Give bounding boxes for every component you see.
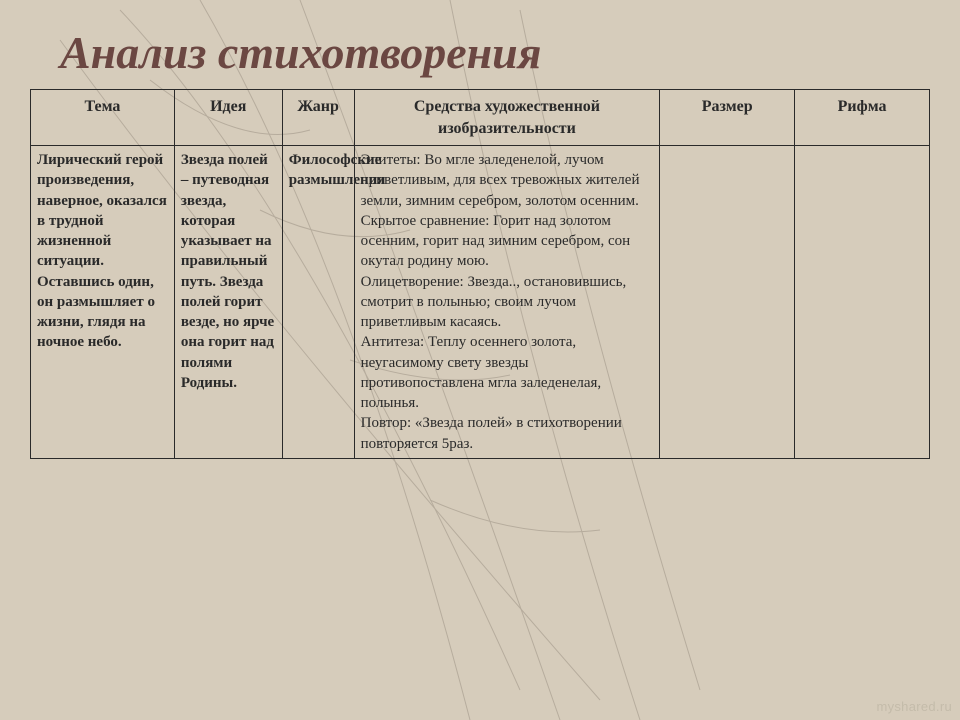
cell-tema: Лирический герой произведения, наверное,… — [31, 146, 175, 459]
table-row: Лирический герой произведения, наверное,… — [31, 146, 930, 459]
cell-razmer — [660, 146, 795, 459]
slide: Анализ стихотворения Тема Идея Жанр Сред… — [0, 0, 960, 720]
col-header-idea: Идея — [174, 90, 282, 146]
cell-rifma — [795, 146, 930, 459]
col-header-zhanr: Жанр — [282, 90, 354, 146]
col-header-razmer: Размер — [660, 90, 795, 146]
cell-sred: Эпитеты: Во мгле заледенелой, лучом прив… — [354, 146, 660, 459]
slide-title: Анализ стихотворения — [60, 26, 930, 79]
col-header-rifma: Рифма — [795, 90, 930, 146]
cell-zhanr: Философские размышления — [282, 146, 354, 459]
cell-idea: Звезда полей – путеводная звезда, котора… — [174, 146, 282, 459]
analysis-table: Тема Идея Жанр Средства художественной и… — [30, 89, 930, 459]
col-header-sred: Средства художественной изобразительност… — [354, 90, 660, 146]
table-header-row: Тема Идея Жанр Средства художественной и… — [31, 90, 930, 146]
col-header-tema: Тема — [31, 90, 175, 146]
watermark: myshared.ru — [876, 699, 952, 714]
